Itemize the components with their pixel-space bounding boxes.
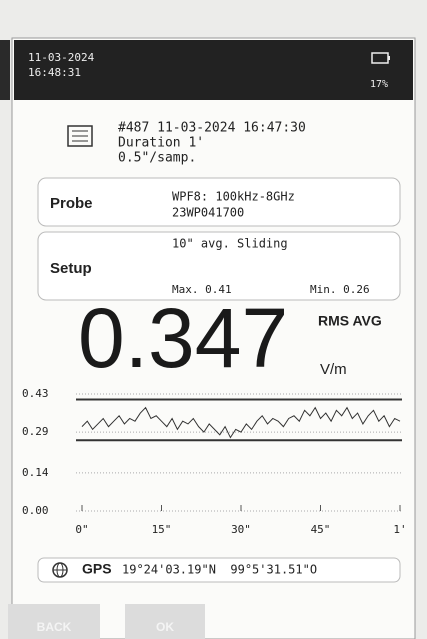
y-tick-label: 0.29 [22,425,49,438]
y-tick-label: 0.14 [22,466,49,479]
time: 16:48:31 [28,66,81,79]
setup-max: Max. 0.41 [172,283,232,296]
min-value: 0.26 [343,283,370,296]
min-label: Min. [310,283,337,296]
x-tick-label: 1' [393,523,406,536]
setup-min: Min. 0.26 [310,283,370,296]
max-value: 0.41 [205,283,232,296]
date: 11-03-2024 [28,51,95,64]
record-duration: Duration 1' [118,136,204,151]
trace-line [81,406,401,439]
reading-mode: RMS AVG [318,313,382,329]
setup-label: Setup [50,260,92,277]
x-tick-label: 45" [311,523,331,536]
setup-averaging: 10" avg. Sliding [172,237,288,251]
x-tick-label: 0" [75,523,88,536]
setup-box [37,231,401,301]
x-tick-label: 15" [152,523,172,536]
back-button[interactable] [8,604,100,639]
battery-level: 17% [370,79,388,90]
probe-model: WPF8: 100kHz-8GHz [172,190,295,204]
left-strip [0,40,10,100]
device-screen [11,37,416,639]
x-tick-label: 30" [231,523,251,536]
globe-icon [52,562,68,578]
ok-button[interactable] [125,604,205,639]
y-tick-label: 0.00 [22,504,49,517]
probe-serial: 23WP041700 [172,206,244,220]
record-id: #487 11-03-2024 16:47:30 [118,121,306,136]
reading-unit: V/m [320,361,347,378]
reading-value: 0.347 [78,291,288,385]
header-bar [14,40,413,100]
record-icon [67,125,93,147]
battery-tip [388,56,390,60]
y-tick-label: 0.43 [22,387,49,400]
gps-label: GPS [82,561,112,577]
ok-button-label[interactable]: OK [156,620,174,634]
record-sampling: 0.5"/samp. [118,151,196,166]
back-button-label[interactable]: BACK [37,620,72,634]
probe-box [37,177,401,227]
chart: 0.00 0.14 0.29 0.43 0" 15" 30" 45" 1' [22,387,407,536]
probe-label: Probe [50,195,93,212]
max-label: Max. [172,283,199,296]
gps-coordinates: 19°24'03.19"N 99°5'31.51"O [122,563,317,577]
gps-bar [37,557,401,583]
